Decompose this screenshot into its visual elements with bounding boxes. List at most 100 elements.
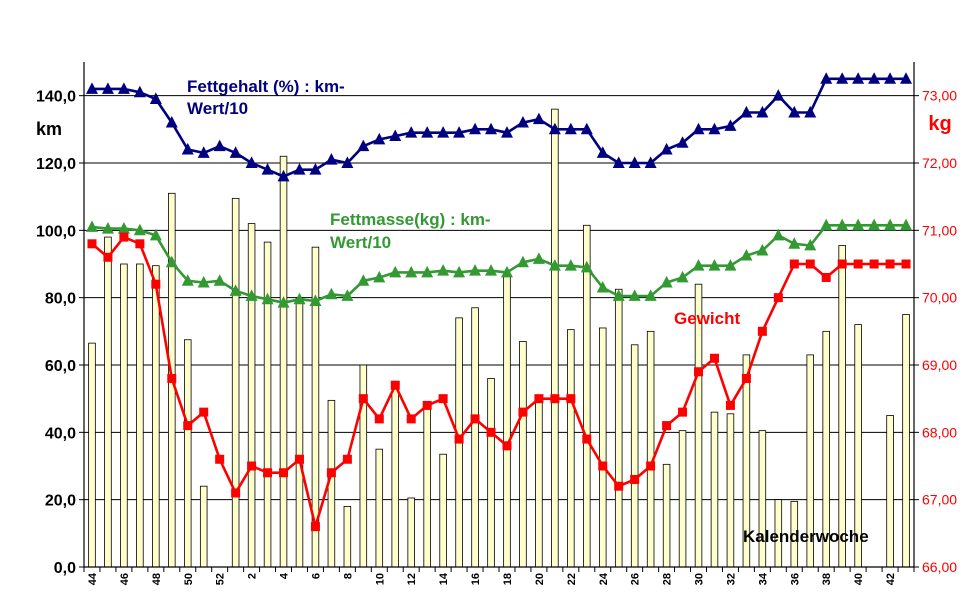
bar	[614, 288, 623, 568]
data-point	[101, 82, 114, 94]
bar	[902, 314, 910, 568]
data-point	[518, 407, 528, 417]
data-point	[676, 270, 689, 283]
x-tick-label: 18	[502, 573, 514, 585]
data-point	[135, 239, 145, 249]
data-point	[85, 220, 98, 232]
x-tick-label: 30	[694, 573, 706, 585]
data-point	[213, 139, 226, 152]
bar	[247, 223, 256, 568]
data-point	[373, 132, 386, 145]
data-point	[341, 156, 354, 168]
data-point	[421, 265, 434, 278]
bar	[551, 108, 559, 568]
data-point	[215, 454, 225, 464]
bar	[487, 378, 495, 568]
data-point	[612, 156, 625, 168]
annotation-fettgehalt-line1: Fettgehalt (%) : km-	[187, 77, 345, 96]
annotation-kalenderwoche: Kalenderwoche	[743, 527, 869, 546]
bar-series	[88, 108, 910, 568]
data-point	[229, 146, 242, 158]
x-tick-label: 52	[215, 573, 227, 585]
annotation-fettmasse-line2: Wert/10	[330, 233, 391, 252]
data-point	[820, 72, 833, 84]
data-point	[900, 72, 913, 84]
data-point	[422, 400, 432, 410]
left-tick-label: 140,0	[36, 89, 76, 106]
data-point	[550, 394, 560, 404]
data-point	[263, 468, 273, 478]
bar	[838, 245, 846, 568]
right-tick-label: 66,00	[922, 559, 957, 575]
data-point	[694, 367, 704, 377]
data-point	[294, 454, 304, 464]
data-point	[117, 222, 130, 234]
data-point	[309, 163, 322, 175]
data-point	[725, 400, 735, 410]
data-point	[485, 122, 498, 135]
data-point	[293, 292, 306, 305]
grid-lines	[84, 95, 914, 501]
data-point	[628, 156, 641, 168]
data-point	[596, 146, 609, 158]
data-point	[628, 289, 641, 301]
bar	[758, 430, 767, 568]
data-point	[884, 218, 897, 231]
data-point	[197, 146, 210, 158]
x-tick-label: 22	[566, 573, 578, 585]
bar	[567, 329, 575, 568]
data-point	[660, 142, 673, 155]
bar	[519, 341, 527, 568]
data-point	[868, 72, 881, 84]
data-point	[437, 264, 450, 276]
data-point	[692, 122, 705, 135]
data-point	[183, 421, 193, 431]
data-point	[788, 105, 801, 118]
x-tick-label: 44	[87, 572, 99, 585]
data-point	[789, 259, 799, 269]
data-point	[614, 481, 624, 491]
data-point	[772, 89, 785, 101]
bar	[710, 411, 719, 568]
data-point	[772, 228, 785, 241]
data-point	[756, 105, 769, 118]
bar	[407, 497, 415, 568]
bar	[583, 224, 591, 568]
data-point	[852, 72, 865, 84]
data-point	[309, 294, 322, 306]
data-point	[342, 454, 352, 464]
data-point	[646, 461, 656, 471]
x-tick-label: 42	[885, 573, 897, 585]
axes	[79, 62, 919, 572]
bar	[646, 330, 655, 568]
series-line	[91, 235, 906, 528]
bar	[503, 273, 511, 568]
data-point	[117, 82, 130, 94]
data-point	[900, 218, 913, 231]
data-point	[852, 218, 865, 231]
data-point	[310, 522, 320, 532]
data-point	[837, 259, 847, 269]
x-tick-label: 20	[534, 573, 546, 585]
data-point	[756, 243, 769, 256]
data-point	[644, 156, 657, 168]
bar	[375, 448, 384, 568]
x-tick-label: 2	[247, 573, 259, 579]
data-point	[821, 272, 831, 282]
data-point	[133, 85, 146, 98]
bar	[295, 297, 304, 568]
x-tick-label: 40	[853, 573, 865, 585]
data-point	[358, 394, 368, 404]
x-tick-label: 12	[406, 573, 418, 585]
data-point	[101, 222, 114, 234]
data-point	[389, 265, 402, 278]
data-point	[151, 279, 161, 289]
data-point	[149, 228, 162, 241]
bar	[199, 485, 208, 568]
x-tick-label: 32	[725, 573, 737, 585]
data-point	[502, 441, 512, 451]
data-point	[580, 260, 593, 273]
data-point	[133, 223, 146, 236]
data-point	[277, 296, 290, 308]
